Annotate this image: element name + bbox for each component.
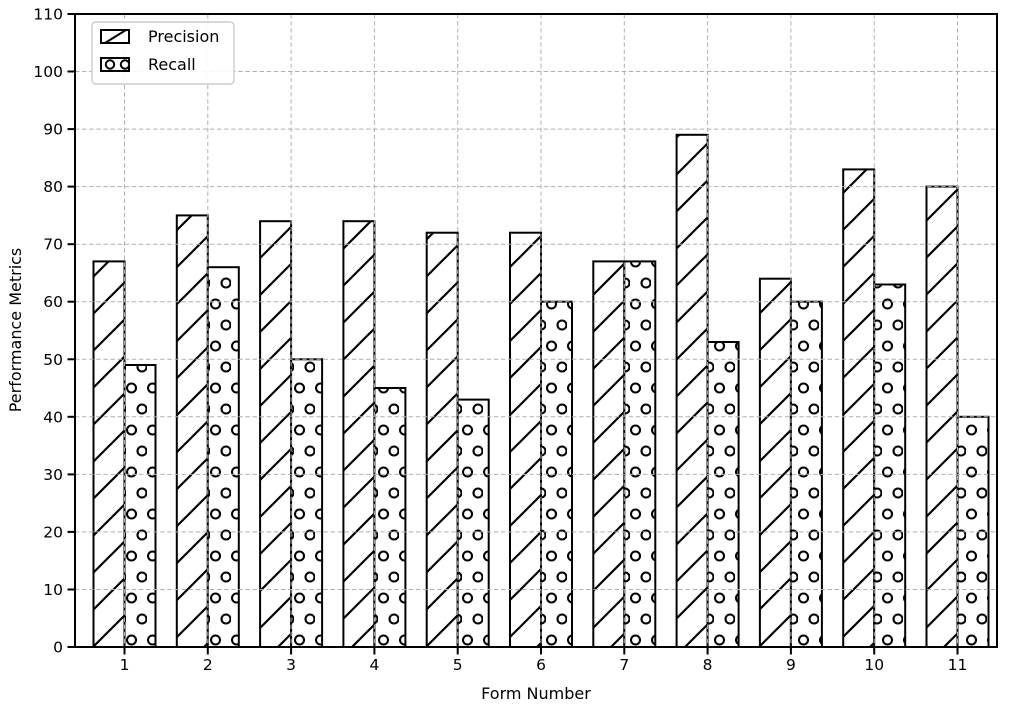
x-tick-label: 8 bbox=[703, 656, 713, 674]
x-tick-label: 6 bbox=[536, 656, 546, 674]
x-tick-label: 4 bbox=[369, 656, 379, 674]
y-axis-label: Performance Metrics bbox=[6, 248, 25, 413]
x-tick-label: 7 bbox=[619, 656, 629, 674]
plot-spines bbox=[74, 13, 998, 648]
x-tick-label: 9 bbox=[786, 656, 796, 674]
axes-layer bbox=[74, 13, 998, 648]
y-tick-label: 10 bbox=[43, 581, 63, 599]
y-tick-label: 70 bbox=[43, 236, 63, 254]
legend: Precision Recall bbox=[91, 21, 235, 85]
y-tick-label: 90 bbox=[43, 121, 63, 139]
bar-precision-3 bbox=[259, 220, 293, 648]
ticks-layer: 0 10 20 30 40 50 60 70 80 90 100 110 1 2 3 4 5 6 7 8 9 10 11 bbox=[33, 6, 967, 675]
y-tick-label: 50 bbox=[43, 351, 63, 369]
x-tick-label: 10 bbox=[864, 656, 884, 674]
bar-precision-6 bbox=[509, 231, 542, 648]
y-tick-label: 40 bbox=[43, 408, 63, 426]
legend-label-precision: Precision bbox=[148, 27, 219, 46]
bar-precision-1 bbox=[92, 260, 126, 648]
grid-layer bbox=[75, 14, 997, 647]
y-tick-label: 0 bbox=[53, 639, 63, 657]
bar-recall-8 bbox=[706, 341, 740, 648]
y-tick-label: 100 bbox=[33, 63, 63, 81]
y-tick-label: 30 bbox=[43, 466, 63, 484]
bar-recall-3 bbox=[290, 358, 324, 648]
bar-precision-9 bbox=[758, 277, 792, 648]
y-tick-label: 60 bbox=[43, 293, 63, 311]
x-axis-label: Form Number bbox=[481, 684, 591, 703]
bar-precision-2 bbox=[175, 214, 209, 648]
bar-recall-2 bbox=[206, 266, 240, 648]
bar-recall-4 bbox=[373, 387, 407, 648]
x-tick-label: 1 bbox=[120, 656, 130, 674]
diagonal-hatch-swatch-icon bbox=[100, 29, 130, 44]
y-tick-label: 80 bbox=[43, 178, 63, 196]
x-tick-label: 11 bbox=[948, 656, 968, 674]
legend-label-recall: Recall bbox=[148, 55, 196, 74]
bar-recall-5 bbox=[456, 398, 490, 648]
bar-recall-10 bbox=[873, 283, 907, 648]
bar-precision-4 bbox=[342, 220, 376, 648]
x-tick-label: 3 bbox=[286, 656, 296, 674]
y-tick-label: 110 bbox=[33, 6, 63, 24]
y-tick-label: 20 bbox=[43, 523, 63, 541]
bar-precision-10 bbox=[842, 168, 876, 648]
x-tick-label: 2 bbox=[203, 656, 213, 674]
bar-precision-5 bbox=[425, 231, 459, 648]
bar-precision-8 bbox=[675, 133, 709, 649]
bar-recall-1 bbox=[123, 364, 157, 648]
circle-hatch-swatch-icon bbox=[100, 57, 130, 72]
x-tick-label: 5 bbox=[453, 656, 463, 674]
